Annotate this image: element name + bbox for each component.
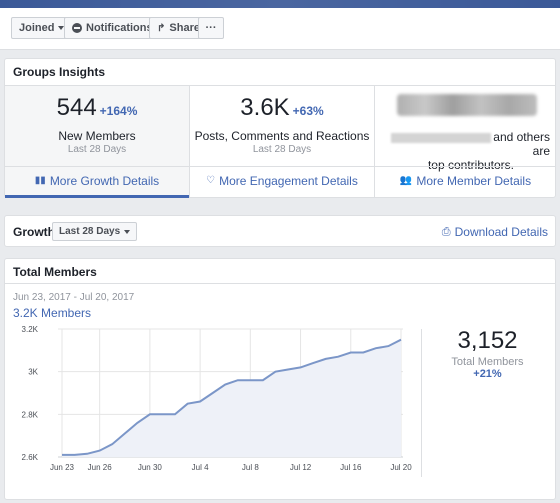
share-icon: ↱ — [157, 22, 166, 34]
growth-bar: Growth Last 28 Days ⎙ Download Details — [4, 215, 556, 247]
more-growth-details-label: More Growth Details — [49, 173, 160, 188]
new-members-value: 544 — [56, 94, 97, 121]
new-members-pct: +164% — [99, 104, 138, 118]
joined-button[interactable]: Joined — [11, 17, 73, 39]
divider — [5, 85, 555, 86]
x-tick-label: Jun 23 — [50, 463, 75, 472]
divider — [5, 283, 555, 284]
y-tick-label: 2.6K — [22, 453, 39, 462]
download-details-link[interactable]: ⎙ Download Details — [442, 225, 548, 239]
insights-title: Groups Insights — [13, 65, 106, 79]
more-member-details-link[interactable]: 👥 More Member Details — [375, 166, 556, 194]
x-tick-label: Jul 8 — [242, 463, 259, 472]
heart-pulse-icon: ♡ — [206, 175, 216, 186]
y-tick-label: 3K — [28, 368, 38, 377]
total-members-chart: 2.6K 2.8K 3K 3.2K Jun 23 Jun 26 Jun 30 Jul 4 Jul… — [22, 325, 413, 472]
x-tick-label: Jul 16 — [340, 463, 362, 472]
members-line — [62, 338, 402, 456]
y-tick-label: 2.8K — [22, 410, 39, 419]
joined-label: Joined — [19, 22, 55, 34]
engagement-label: Posts, Comments and Reactions — [194, 129, 370, 143]
total-members-value: 3,152 — [457, 327, 518, 354]
total-members-card: Total Members Jun 23, 2017 - Jul 20, 201… — [4, 258, 556, 500]
date-range: Jun 23, 2017 - Jul 20, 2017 — [13, 292, 135, 303]
more-engagement-details-link[interactable]: ♡ More Engagement Details — [190, 166, 374, 194]
growth-column[interactable]: 544 +164% New Members Last 28 Days ▮▮ Mor… — [5, 86, 189, 198]
members-area — [62, 339, 401, 457]
divider — [421, 329, 422, 477]
bar-chart-icon: ▮▮ — [34, 175, 46, 186]
x-tick-label: Jul 12 — [290, 463, 312, 472]
share-label: Share — [169, 22, 200, 34]
engagement-value: 3.6K — [240, 94, 290, 121]
top-contributors-text: and others are top contributors. — [375, 130, 556, 172]
chevron-down-icon — [124, 229, 131, 234]
groups-insights-card: Groups Insights 544 +164% New Members Las… — [4, 58, 556, 198]
growth-title: Growth — [13, 225, 55, 239]
blurred-contributor-names — [391, 132, 492, 143]
chevron-down-icon — [58, 26, 65, 30]
more-icon: ··· — [205, 22, 217, 34]
engagement-column[interactable]: 3.6K +63% Posts, Comments and Reactions L… — [189, 86, 374, 198]
engagement-period: Last 28 Days — [252, 144, 312, 155]
group-action-bar: Joined Notifications ↱ Share ··· — [0, 8, 560, 50]
notifications-button[interactable]: Notifications — [64, 17, 161, 39]
members-count-label: 3.2K Members — [13, 306, 92, 320]
x-tick-label: Jul 4 — [192, 463, 209, 472]
total-members-title: Total Members — [13, 265, 97, 279]
download-details-label: Download Details — [454, 225, 548, 239]
download-icon: ⎙ — [441, 225, 451, 238]
more-member-details-label: More Member Details — [416, 173, 532, 188]
more-growth-details-link[interactable]: ▮▮ More Growth Details — [5, 166, 189, 194]
new-members-label: New Members — [58, 129, 136, 143]
engagement-pct: +63% — [292, 104, 324, 118]
x-tick-label: Jul 20 — [390, 463, 412, 472]
x-tick-label: Jun 26 — [88, 463, 113, 472]
more-engagement-details-label: More Engagement Details — [219, 173, 358, 188]
total-members-pct: +21% — [473, 368, 502, 380]
total-members-label: Total Members — [451, 356, 524, 368]
share-button[interactable]: ↱ Share — [149, 17, 208, 39]
cover-photo-strip — [0, 0, 560, 8]
members-column[interactable]: and others are top contributors. 👥 More … — [374, 86, 556, 198]
more-button[interactable]: ··· — [198, 17, 224, 39]
period-select[interactable]: Last 28 Days — [52, 222, 138, 241]
new-members-period: Last 28 Days — [67, 144, 127, 155]
blurred-contributor-avatars — [397, 94, 537, 116]
period-select-value: Last 28 Days — [59, 226, 121, 237]
people-icon: 👥 — [399, 175, 413, 186]
notifications-label: Notifications — [86, 22, 153, 34]
notifications-icon — [72, 23, 82, 33]
x-tick-label: Jun 30 — [138, 463, 163, 472]
y-tick-label: 3.2K — [22, 325, 39, 334]
